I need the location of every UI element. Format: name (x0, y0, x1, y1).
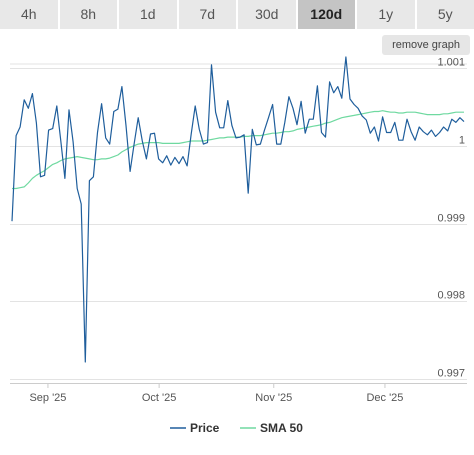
tab-4h[interactable]: 4h (0, 0, 60, 29)
tab-8h[interactable]: 8h (59, 0, 119, 29)
price-line (11, 56, 465, 363)
tab-30d[interactable]: 30d (238, 0, 298, 29)
remove-graph-button[interactable]: remove graph (382, 35, 470, 55)
series-lines (11, 56, 465, 363)
y-tick-label: 0.998 (437, 290, 465, 302)
x-tick-label: Nov '25 (255, 392, 292, 404)
tab-7d[interactable]: 7d (178, 0, 238, 29)
sma-50-line (12, 110, 464, 190)
y-tick-label: 1 (459, 135, 465, 147)
x-tick-label: Oct '25 (142, 392, 177, 404)
tab-1d[interactable]: 1d (119, 0, 179, 29)
tab-1y[interactable]: 1y (357, 0, 417, 29)
grid-lines (10, 63, 467, 384)
tab-5y[interactable]: 5y (416, 0, 474, 29)
y-tick-label: 1.001 (437, 57, 465, 69)
x-axis-ticks: Sep '25 Oct '25 Nov '25 Dec '25 (29, 383, 403, 404)
y-tick-label: 0.997 (437, 368, 465, 380)
tab-120d[interactable]: 120d (297, 0, 357, 29)
y-axis-ticks: 0.997 0.998 0.999 1 1.001 (437, 57, 465, 380)
legend: Price SMA 50 (170, 421, 303, 435)
legend-price-label[interactable]: Price (190, 421, 220, 435)
legend-sma-label[interactable]: SMA 50 (260, 421, 303, 435)
timeframe-tabs: 4h 8h 1d 7d 30d 120d 1y 5y (0, 0, 474, 29)
y-tick-label: 0.999 (437, 213, 465, 225)
x-tick-label: Dec '25 (366, 392, 403, 404)
x-tick-label: Sep '25 (29, 392, 66, 404)
